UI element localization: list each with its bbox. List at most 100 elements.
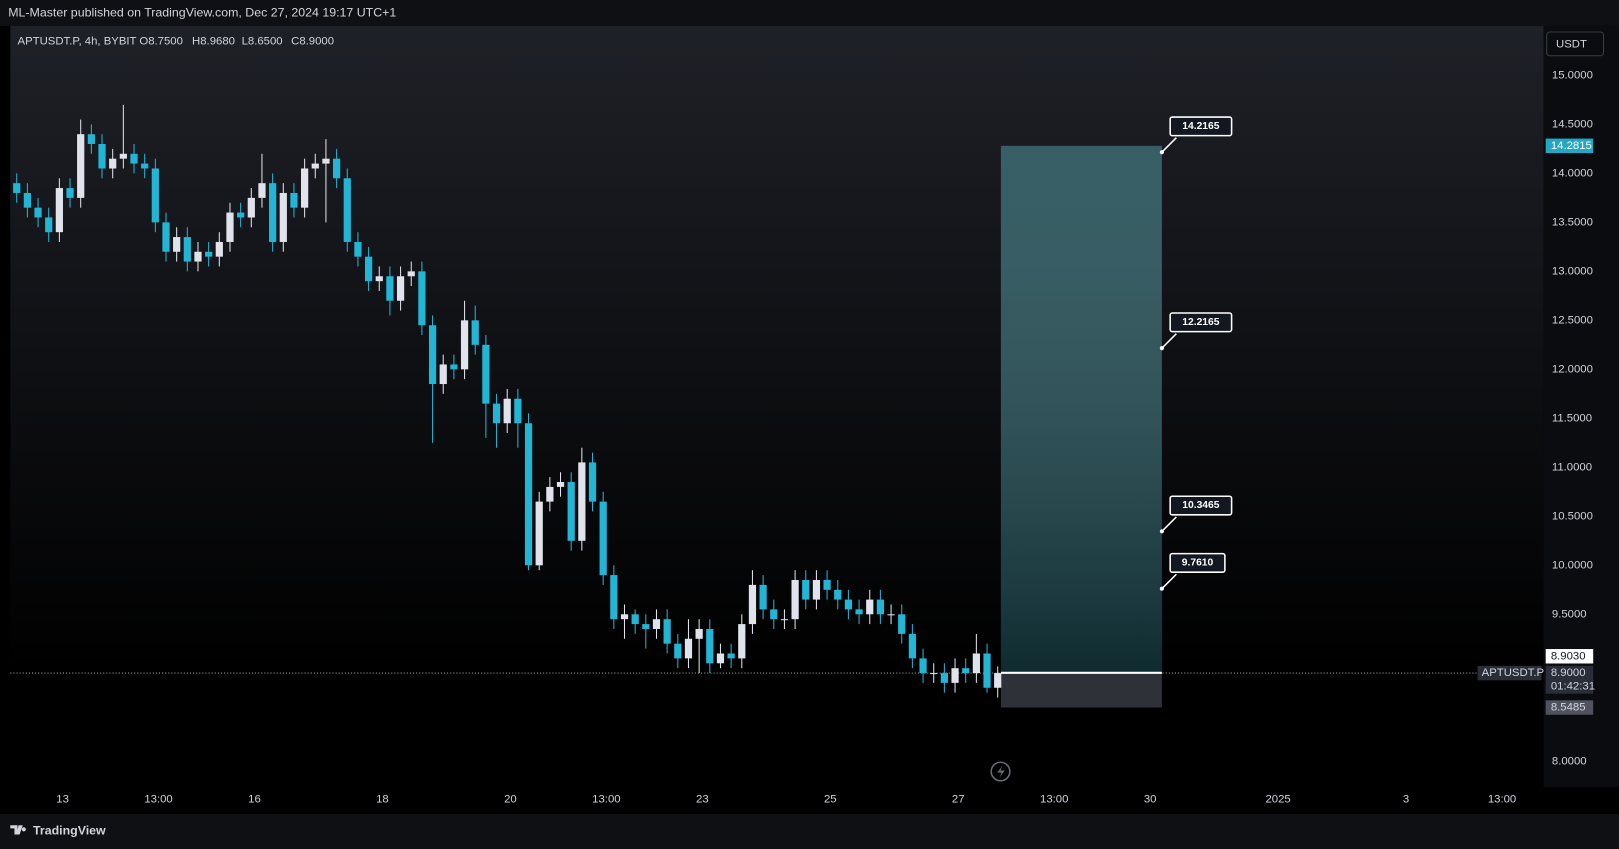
candle-body — [407, 271, 415, 277]
stop-price: 8.5485 — [1551, 702, 1586, 714]
bottom-bar — [0, 813, 1619, 849]
symbol-badge-box — [1477, 665, 1542, 681]
logo — [10, 825, 26, 835]
candle-body — [546, 486, 554, 502]
candle-body — [780, 619, 789, 621]
target-label-box — [1169, 312, 1233, 333]
candle-body — [738, 624, 746, 659]
y-tick-label: 15.0000 — [1552, 69, 1593, 81]
candle-body — [98, 143, 106, 169]
y-tick-label: 11.5000 — [1552, 412, 1592, 424]
candle-body — [620, 614, 629, 620]
candle-body — [866, 599, 874, 615]
candle-body — [173, 237, 181, 252]
candle-body — [460, 320, 469, 370]
x-tick-label: 25 — [824, 793, 837, 805]
candle-body — [514, 398, 522, 424]
candle-body — [396, 276, 405, 301]
candle-body — [375, 276, 383, 282]
y-tick-label: 10.0000 — [1552, 559, 1593, 571]
candle-body — [844, 599, 853, 610]
entry-price: 8.9030 — [1551, 650, 1586, 662]
candle-body — [983, 653, 991, 688]
candle-body — [599, 501, 607, 576]
currency[interactable]: USDT — [1556, 38, 1587, 50]
x-tick-label: 27 — [952, 793, 965, 805]
y-tick-label: 9.5000 — [1552, 608, 1587, 620]
candle-body — [482, 344, 490, 404]
candle-body — [77, 134, 85, 198]
candle-body — [631, 614, 639, 625]
y-tick-label: 10.5000 — [1552, 510, 1593, 522]
candle-body — [439, 364, 447, 385]
candle-body — [556, 482, 565, 487]
candle-body — [290, 192, 298, 208]
candle-body — [492, 403, 501, 424]
profit-shade — [1000, 145, 1162, 673]
currency-box[interactable] — [1546, 31, 1605, 57]
candle-body — [823, 579, 831, 590]
target-label: 14.2165 — [1182, 121, 1220, 132]
candle-body — [588, 462, 597, 502]
target-price-box — [1545, 138, 1594, 154]
candle-body — [119, 153, 127, 159]
y-tick-label: 8.0000 — [1552, 755, 1587, 767]
target-label: 12.2165 — [1182, 317, 1220, 328]
candle-body — [652, 619, 661, 629]
candle-body — [791, 579, 799, 620]
candle-body — [162, 222, 170, 252]
target-label-box — [1169, 495, 1233, 516]
x-tick-label: 16 — [248, 793, 261, 805]
x-tick-label: 3 — [1403, 793, 1409, 805]
candle-body — [45, 217, 53, 233]
candle-body — [972, 653, 980, 674]
publish-info: ML-Master published on TradingView.com, … — [8, 6, 396, 20]
last-price-box — [1545, 665, 1594, 694]
candle-body — [151, 168, 159, 223]
target-leader — [1161, 516, 1177, 532]
target-leader — [1161, 137, 1177, 153]
candle-body — [962, 668, 970, 674]
candle-body — [940, 673, 948, 683]
y-tick-label: 14.0000 — [1552, 167, 1593, 179]
candle-body — [322, 158, 330, 164]
target-label-box — [1169, 552, 1226, 573]
candle-body — [908, 633, 917, 659]
candle-body — [269, 183, 277, 242]
candle-body — [215, 241, 223, 257]
target-price: 14.2815 — [1551, 140, 1592, 152]
candle-body — [802, 579, 810, 600]
candle-body — [141, 163, 149, 169]
candle-body — [674, 643, 682, 659]
candle-body — [727, 653, 735, 659]
candle-body — [994, 673, 1002, 688]
y-tick-label: 13.5000 — [1552, 216, 1593, 228]
candle-body — [301, 168, 309, 208]
candle-body — [919, 658, 927, 674]
candle-body — [748, 584, 757, 625]
last-price: 8.9000 — [1551, 667, 1586, 679]
x-tick-label: 30 — [1144, 793, 1157, 805]
x-tick-label: 20 — [504, 793, 517, 805]
candle-body — [716, 653, 725, 664]
candle-body — [418, 271, 426, 326]
candle-body — [386, 276, 394, 301]
candle-body — [55, 188, 63, 233]
y-tick-label: 14.5000 — [1552, 118, 1593, 130]
candle-body — [642, 624, 650, 629]
candle-body — [226, 212, 234, 242]
candle-body — [524, 423, 533, 566]
candle-body — [812, 579, 821, 600]
countdown: 01:42:31 — [1551, 681, 1595, 693]
x-tick-label: 13:00 — [1488, 793, 1516, 805]
ohlc-open: O8.7500 — [139, 35, 183, 47]
candle-body — [770, 609, 778, 620]
candle-body — [887, 614, 895, 616]
candle-body — [130, 153, 138, 164]
stop-price-box — [1545, 700, 1594, 715]
candle-body — [951, 668, 959, 683]
replay-icon[interactable] — [990, 761, 1011, 782]
candle-body — [354, 241, 362, 257]
top-bar — [0, 0, 1619, 26]
target-label: 10.3465 — [1182, 500, 1220, 511]
